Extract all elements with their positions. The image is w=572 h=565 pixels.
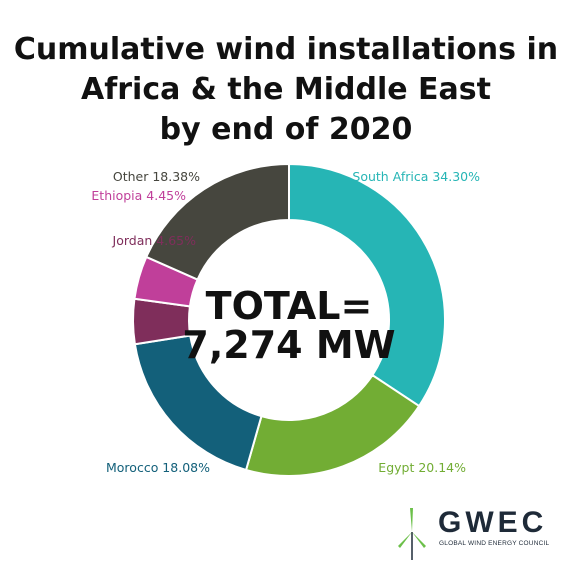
label-other: Other 18.38% [113, 169, 200, 184]
center-total-label: TOTAL= [206, 284, 373, 328]
label-morocco: Morocco 18.08% [106, 460, 210, 475]
logo-name: GWEC [438, 506, 548, 539]
label-ethiopia: Ethiopia 4.45% [91, 188, 186, 203]
chart-title-line-1: Cumulative wind installations in [13, 32, 559, 67]
label-jordan: Jordan 4.65% [112, 233, 197, 248]
label-egypt: Egypt 20.14% [378, 460, 466, 475]
slice-south-africa [288, 162, 446, 408]
chart-title-line-3: by end of 2020 [159, 112, 413, 147]
gwec-logo: GWEC GLOBAL WIND ENERGY COUNCIL [392, 504, 562, 560]
donut-slices [132, 162, 446, 477]
slice-labels: South Africa 34.30% Egypt 20.14% Morocco 1… [91, 169, 480, 475]
slice-other [144, 162, 290, 281]
logo-subtitle: GLOBAL WIND ENERGY COUNCIL [439, 540, 550, 547]
chart-title-line-2: Africa & the Middle East [80, 72, 491, 107]
wind-turbine-icon [398, 508, 426, 560]
center-total-value: 7,274 MW [182, 323, 395, 367]
chart-title: Cumulative wind installations in Africa … [0, 30, 572, 150]
label-south-africa: South Africa 34.30% [352, 169, 480, 184]
